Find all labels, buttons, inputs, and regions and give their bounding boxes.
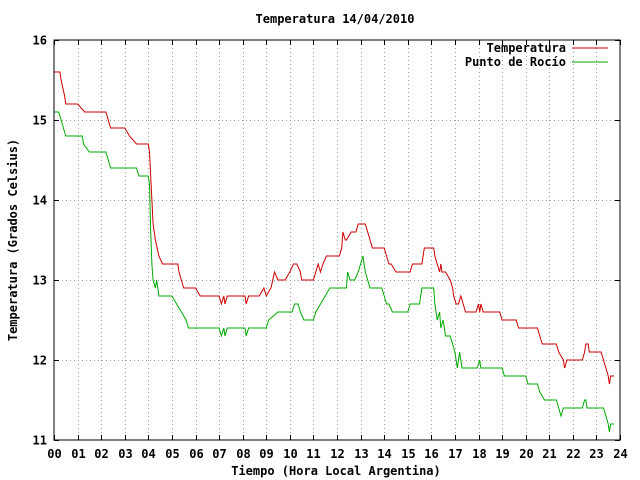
- x-tick-label: 01: [71, 447, 85, 461]
- x-tick-label: 07: [212, 447, 226, 461]
- x-tick-label: 15: [401, 447, 415, 461]
- y-tick-label: 13: [33, 274, 47, 288]
- x-tick-label: 03: [118, 447, 132, 461]
- x-tick-label: 02: [94, 447, 108, 461]
- x-tick-label: 23: [589, 447, 603, 461]
- y-tick-label: 15: [33, 114, 47, 128]
- plot-frame: [53, 39, 621, 441]
- x-axis-label: Tiempo (Hora Local Argentina): [231, 464, 441, 478]
- series-line-temperatura: [54, 71, 615, 385]
- chart-series: [54, 71, 615, 433]
- x-axis-ticks: 00 01 02 03 04 05 06 07 08 09 10 11 12 13 14 15 16 17 18 19…: [47, 40, 628, 461]
- x-tick-label: 17: [448, 447, 462, 461]
- x-tick-label: 11: [306, 447, 320, 461]
- x-tick-label: 08: [236, 447, 250, 461]
- x-tick-label: 18: [472, 447, 486, 461]
- x-tick-label: 06: [189, 447, 203, 461]
- x-tick-label: 09: [259, 447, 273, 461]
- x-tick-label: 13: [354, 447, 368, 461]
- y-axis-ticks: 11 12 13 14 15 16: [33, 34, 620, 448]
- x-tick-label: 21: [542, 447, 556, 461]
- y-axis-label: Temperatura (Grados Celsius): [6, 139, 20, 341]
- x-tick-label: 00: [47, 447, 61, 461]
- legend-label-punto-de-rocio: Punto de Rocío: [465, 55, 566, 69]
- x-tick-label: 14: [377, 447, 391, 461]
- x-tick-label: 16: [424, 447, 438, 461]
- series-line-punto-de-rocio: [54, 111, 615, 433]
- x-tick-label: 20: [519, 447, 533, 461]
- y-tick-label: 14: [33, 194, 47, 208]
- x-tick-label: 10: [283, 447, 297, 461]
- x-tick-label: 22: [566, 447, 580, 461]
- x-tick-label: 24: [613, 447, 627, 461]
- x-tick-label: 12: [330, 447, 344, 461]
- x-tick-label: 05: [165, 447, 179, 461]
- chart-title: Temperatura 14/04/2010: [256, 12, 415, 26]
- x-tick-label: 04: [141, 447, 155, 461]
- y-tick-label: 12: [33, 354, 47, 368]
- grid-lines: [54, 40, 620, 440]
- y-tick-label: 11: [33, 434, 47, 448]
- legend: Temperatura Punto de Rocío: [465, 41, 608, 69]
- legend-label-temperatura: Temperatura: [487, 41, 566, 55]
- x-tick-label: 19: [495, 447, 509, 461]
- y-tick-label: 16: [33, 34, 47, 48]
